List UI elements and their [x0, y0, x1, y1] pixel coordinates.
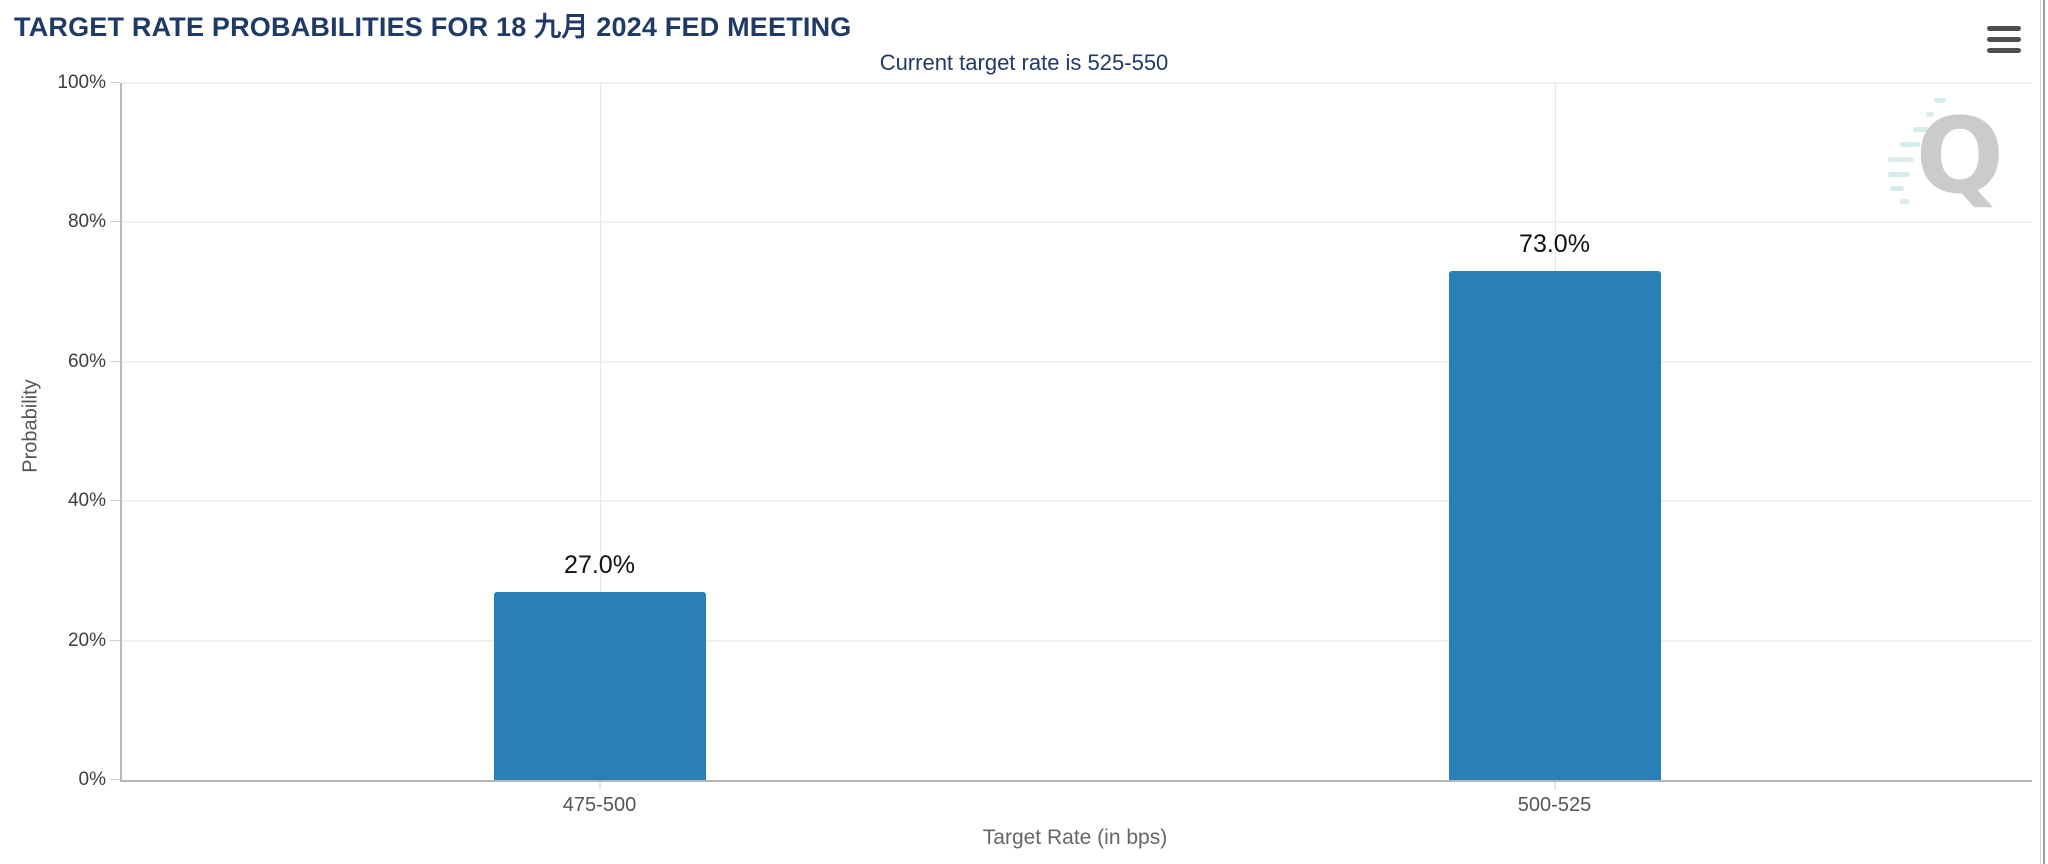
bar-475-500[interactable] [493, 591, 706, 780]
bar-value-label: 73.0% [1519, 230, 1590, 259]
y-axis-tick [110, 779, 120, 780]
hamburger-icon [1987, 47, 2021, 53]
hamburger-icon [1987, 25, 2021, 31]
y-gridline [122, 221, 2032, 223]
x-tick-label: 500-525 [1517, 794, 1592, 816]
x-tick-label: 475-500 [562, 794, 637, 816]
y-axis-tick [110, 221, 120, 223]
x-axis-tick [599, 782, 600, 790]
y-tick-label: 80% [67, 211, 106, 233]
y-gridline [122, 500, 2032, 502]
y-axis-tick [110, 639, 120, 641]
y-axis-title: Probability [19, 379, 42, 473]
hamburger-icon [1987, 36, 2021, 42]
right-edge-border [2040, 0, 2041, 864]
y-axis-tick [110, 82, 120, 83]
chart-context-menu-button[interactable] [1984, 20, 2024, 58]
bar-500-525[interactable] [1448, 271, 1661, 780]
y-gridline [122, 640, 2032, 642]
y-gridline [122, 361, 2032, 363]
chart-subtitle: Current target rate is 525-550 [879, 50, 1169, 75]
y-gridline [122, 82, 2032, 84]
x-axis-tick [1554, 782, 1555, 790]
y-tick-label: 20% [67, 629, 106, 651]
bar-value-label: 27.0% [564, 550, 635, 579]
category-gridline [599, 83, 601, 780]
y-tick-label: 100% [57, 72, 106, 93]
y-tick-label: 0% [78, 769, 106, 790]
chart-title: TARGET RATE PROBABILITIES FOR 18 九月 2024… [14, 12, 852, 42]
right-edge-scrollbar[interactable] [2043, 0, 2045, 864]
plot-area: 0% 20% 40% 60% 80% 100% 475-500 27.0% 500-525 73.… [57, 72, 2032, 816]
y-axis-tick [110, 360, 120, 362]
y-tick-label: 60% [67, 350, 106, 372]
x-axis-title: Target Rate (in bps) [982, 826, 1168, 849]
y-tick-label: 40% [67, 490, 106, 512]
y-axis-tick [110, 500, 120, 502]
